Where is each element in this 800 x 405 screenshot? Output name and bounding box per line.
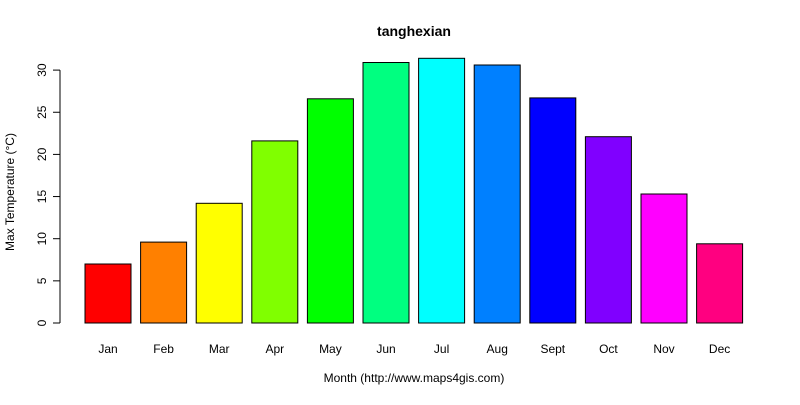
y-axis-label: Max Temperature (°C)	[3, 133, 17, 251]
x-tick-label: Mar	[209, 342, 230, 356]
bar-sept	[529, 97, 577, 324]
y-tick-label: 25	[35, 105, 49, 119]
chart-title: tanghexian	[377, 23, 451, 39]
y-tick-label: 0	[35, 319, 49, 326]
x-tick-label: Feb	[153, 342, 174, 356]
y-tick-label: 20	[35, 147, 49, 161]
bar-may	[306, 98, 354, 324]
x-tick-label: Jun	[376, 342, 395, 356]
bar-dec	[696, 243, 744, 324]
x-tick-label: Aug	[487, 342, 508, 356]
x-axis-tick-labels: Jan Feb Mar Apr May Jun Jul Aug Sept Oct Nov Dec	[98, 342, 730, 356]
x-axis-label: Month (http://www.maps4gis.com)	[324, 371, 505, 385]
x-tick-label: Dec	[709, 342, 730, 356]
x-tick-label: Apr	[265, 342, 284, 356]
x-tick-label: Sept	[540, 342, 565, 356]
x-tick-label: May	[319, 342, 342, 356]
y-axis: 0 5 10 15 20 25 30	[35, 63, 61, 326]
bar-jul	[418, 57, 466, 324]
y-tick-label: 15	[35, 190, 49, 204]
x-tick-label: Nov	[653, 342, 674, 356]
y-tick-label: 30	[35, 63, 49, 77]
x-tick-label: Jul	[434, 342, 449, 356]
bar-jun	[362, 62, 410, 324]
bars	[84, 57, 744, 324]
bar-nov	[640, 193, 688, 324]
x-tick-label: Jan	[98, 342, 117, 356]
bar-oct	[584, 136, 632, 324]
y-tick-label: 10	[35, 232, 49, 246]
bar-mar	[195, 202, 243, 324]
bar-apr	[251, 140, 299, 324]
bar-jan	[84, 263, 132, 324]
bar-aug	[473, 64, 521, 324]
bar-feb	[140, 241, 188, 324]
x-tick-label: Oct	[599, 342, 618, 356]
y-tick-label: 5	[35, 277, 49, 284]
